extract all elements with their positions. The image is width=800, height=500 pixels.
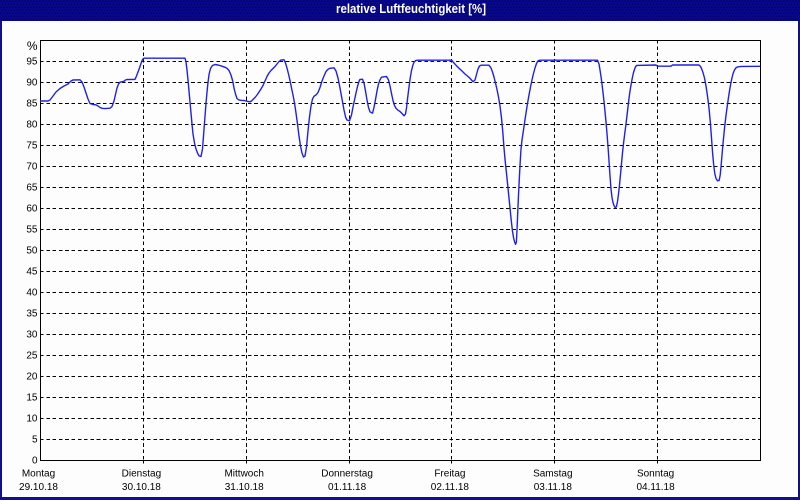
svg-text:30.10.18: 30.10.18 xyxy=(122,482,161,493)
svg-text:Donnerstag: Donnerstag xyxy=(321,469,373,480)
svg-text:80: 80 xyxy=(26,120,38,131)
svg-text:85: 85 xyxy=(26,99,38,110)
svg-text:55: 55 xyxy=(26,225,38,236)
svg-text:35: 35 xyxy=(26,309,38,320)
svg-text:04.11.18: 04.11.18 xyxy=(637,482,676,493)
svg-text:03.11.18: 03.11.18 xyxy=(534,482,573,493)
svg-text:50: 50 xyxy=(26,246,38,257)
svg-text:30: 30 xyxy=(26,330,38,341)
svg-text:Dienstag: Dienstag xyxy=(122,469,161,480)
svg-text:%: % xyxy=(27,39,38,53)
svg-text:10: 10 xyxy=(26,414,38,425)
svg-text:95: 95 xyxy=(26,57,38,68)
svg-text:5: 5 xyxy=(32,435,38,446)
svg-text:25: 25 xyxy=(26,351,38,362)
svg-text:Sonntag: Sonntag xyxy=(637,469,674,480)
svg-text:Mittwoch: Mittwoch xyxy=(224,469,263,480)
svg-text:40: 40 xyxy=(26,288,38,299)
svg-text:01.11.18: 01.11.18 xyxy=(328,482,367,493)
svg-text:90: 90 xyxy=(26,78,38,89)
svg-text:45: 45 xyxy=(26,267,38,278)
svg-text:75: 75 xyxy=(26,141,38,152)
svg-text:Freitag: Freitag xyxy=(434,469,465,480)
svg-text:65: 65 xyxy=(26,183,38,194)
svg-text:Samstag: Samstag xyxy=(533,469,572,480)
svg-text:29.10.18: 29.10.18 xyxy=(19,482,58,493)
svg-text:31.10.18: 31.10.18 xyxy=(225,482,264,493)
svg-text:15: 15 xyxy=(26,393,38,404)
svg-text:Montag: Montag xyxy=(22,469,55,480)
svg-text:02.11.18: 02.11.18 xyxy=(431,482,470,493)
svg-text:70: 70 xyxy=(26,162,38,173)
svg-text:20: 20 xyxy=(26,372,38,383)
svg-text:60: 60 xyxy=(26,204,38,215)
svg-text:relative Luftfeuchtigkeit [%]: relative Luftfeuchtigkeit [%] xyxy=(336,1,486,16)
svg-text:0: 0 xyxy=(32,456,38,467)
